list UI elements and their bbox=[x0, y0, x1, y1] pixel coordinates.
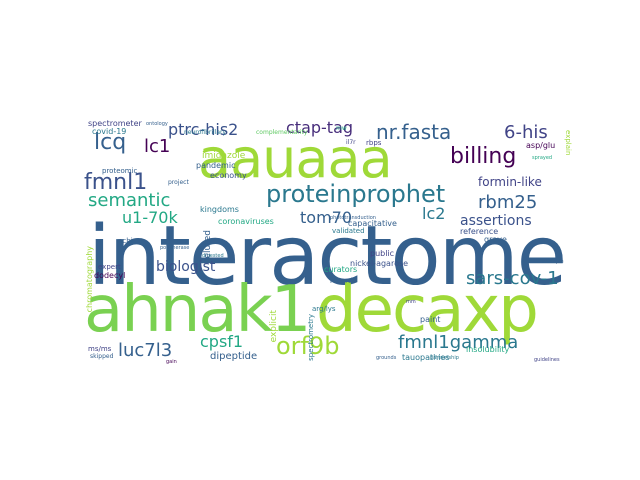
word-ahnak1: ahnak1 bbox=[84, 273, 311, 347]
word-il7r: il7r bbox=[346, 139, 356, 146]
word-decaxp: decaxp bbox=[316, 273, 539, 347]
word-cloud: interactome ahnak1 decaxp aauaaa protein… bbox=[80, 120, 576, 368]
word-rbps: rbps bbox=[366, 139, 382, 147]
word-fmnl1gamma: fmnl1gamma bbox=[398, 332, 519, 353]
word-fmnl1: fmnl1 bbox=[84, 170, 148, 195]
word-ontology: ontology bbox=[146, 121, 168, 127]
word-6-his: 6-his bbox=[504, 122, 548, 143]
word-coronaviruses: coronaviruses bbox=[218, 217, 274, 226]
word-lc1: lc1 bbox=[144, 136, 171, 157]
word-expert: expert bbox=[98, 263, 121, 271]
word-lc2: lc2 bbox=[422, 204, 446, 223]
word-u1-70k: u1-70k bbox=[122, 208, 178, 227]
word-insolubility: insolubility bbox=[466, 345, 510, 354]
word-validated: validated bbox=[332, 227, 365, 235]
word-neurofibrillary: neurofibrillary bbox=[184, 129, 227, 136]
word-polymerase: polymerase bbox=[160, 245, 190, 251]
word-chromatography: chromatography bbox=[85, 246, 94, 313]
word-skipped: skipped bbox=[90, 353, 114, 360]
word-semantic: semantic bbox=[88, 190, 171, 211]
word-spectrometry: spectrometry bbox=[307, 314, 315, 361]
word-reference: reference bbox=[460, 227, 499, 236]
word-ms-ms: ms/ms bbox=[88, 345, 112, 353]
word-ctap-tag: ctap-tag bbox=[286, 120, 354, 137]
word-public: public bbox=[370, 249, 395, 258]
word-economy: economy bbox=[210, 171, 247, 180]
word-paint: paint bbox=[420, 315, 441, 324]
word-kingdoms: kingdoms bbox=[200, 205, 239, 214]
word-mm: mm bbox=[406, 299, 416, 305]
word-formin-like: formin-like bbox=[478, 175, 542, 189]
word-grave: grave bbox=[484, 235, 507, 244]
word-asp-glu: asp/glu bbox=[526, 141, 556, 150]
word-luc7l3: luc7l3 bbox=[118, 340, 173, 361]
word-imidazole: imidazole bbox=[202, 151, 246, 161]
word-project: project bbox=[168, 179, 189, 186]
word-sars-cov-1: sars-cov-1 bbox=[466, 268, 559, 289]
word-complementarity: complementarity bbox=[256, 129, 308, 136]
word-pandemic: pandemic bbox=[196, 161, 236, 170]
word-explicit: explicit bbox=[269, 310, 279, 343]
word-billing: billing bbox=[450, 144, 517, 169]
word-tauopathies: tauopathies bbox=[402, 353, 450, 362]
word-aauaaa: aauaaa bbox=[198, 127, 393, 190]
word-curators: curators bbox=[324, 265, 358, 274]
word-ptrc-his2: ptrc-his2 bbox=[168, 120, 239, 139]
word-arg-lys: arg/lys bbox=[312, 305, 336, 313]
word-rbm25: rbm25 bbox=[478, 192, 538, 213]
word-lcq: lcq bbox=[94, 130, 127, 155]
word-cpsf1: cpsf1 bbox=[200, 332, 244, 351]
word-digested: digested bbox=[202, 253, 224, 259]
word-ncbi: ncbi bbox=[118, 237, 133, 245]
word-capacitative: capacitative bbox=[348, 219, 397, 228]
word-explain: explain bbox=[564, 130, 572, 156]
word-orf9b: orf9b bbox=[276, 332, 340, 360]
word-nickel-agarose: nickel-agarose bbox=[350, 259, 409, 268]
word-dipeptide: dipeptide bbox=[210, 351, 258, 362]
word-phototransduction: phototransduction bbox=[330, 215, 376, 221]
word-example: example bbox=[542, 259, 564, 265]
word-eluted: eluted bbox=[203, 230, 213, 259]
word-proteinprophet: proteinprophet bbox=[266, 180, 446, 208]
word-grounds: grounds bbox=[376, 355, 397, 361]
word-mw: mw bbox=[336, 125, 347, 132]
word-guidelines: guidelines bbox=[534, 357, 560, 363]
word-interactome: interactome bbox=[88, 209, 567, 304]
word-proteomic: proteomic bbox=[102, 167, 138, 175]
word-assertions: assertions bbox=[460, 213, 532, 229]
word-dodecyl: dodecyl bbox=[94, 271, 126, 280]
word-nr-fasta: nr.fasta bbox=[376, 120, 452, 144]
word-covid-19: covid-19 bbox=[92, 127, 127, 136]
word-biologist: biologist bbox=[156, 259, 216, 275]
word-tom70: tom70 bbox=[300, 208, 353, 227]
word-partnership: partnership bbox=[430, 355, 459, 361]
word-sprayed: sprayed bbox=[532, 155, 553, 161]
word-spectrometer: spectrometer bbox=[88, 120, 142, 128]
word-gain: gain bbox=[166, 359, 177, 365]
word-record: record bbox=[330, 277, 353, 285]
